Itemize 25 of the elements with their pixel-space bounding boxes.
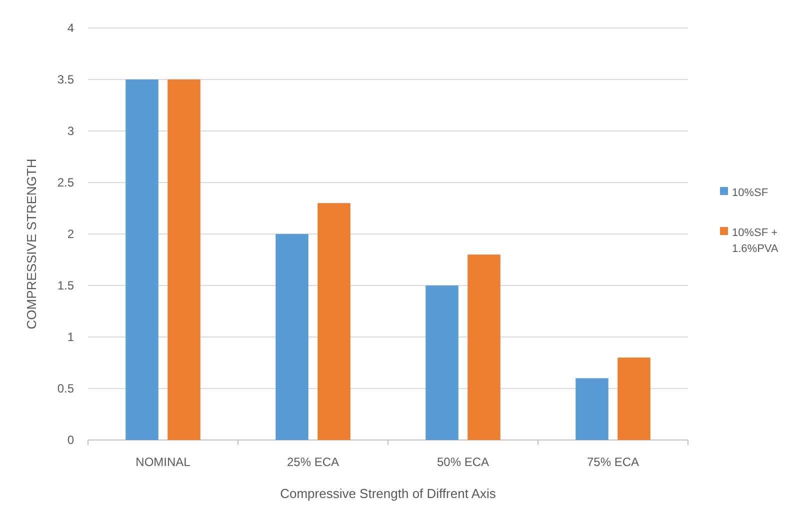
y-axis-title: COMPRESSIVE STRENGTH	[24, 158, 39, 330]
y-tick-label: 2	[67, 227, 74, 241]
bar	[468, 254, 500, 440]
y-tick-label: 0	[67, 433, 74, 447]
bar	[276, 234, 308, 440]
y-tick-label: 4	[67, 21, 74, 35]
legend-label: 10%SF + 1.6%PVA	[732, 227, 779, 255]
x-tick-label: 25% ECA	[286, 455, 340, 469]
y-tick-label: 3.5	[57, 72, 74, 86]
bar	[318, 203, 350, 440]
y-tick-label: 0.5	[57, 382, 74, 396]
x-tick-label: 75% ECA	[586, 455, 640, 469]
x-axis-title: Compressive Strength of Diffrent Axis	[280, 486, 496, 501]
bar	[576, 378, 608, 440]
bar	[126, 80, 158, 440]
legend-label: 10%SF	[732, 187, 768, 199]
x-tick-label: NOMINAL	[136, 455, 191, 469]
bar	[618, 358, 650, 440]
bar	[168, 80, 200, 440]
y-tick-label: 3	[67, 124, 74, 138]
y-tick-label: 2.5	[57, 176, 74, 190]
bar	[426, 286, 458, 440]
x-tick-label: 50% ECA	[436, 455, 490, 469]
y-tick-label: 1	[67, 330, 74, 344]
y-tick-label: 1.5	[57, 278, 74, 292]
